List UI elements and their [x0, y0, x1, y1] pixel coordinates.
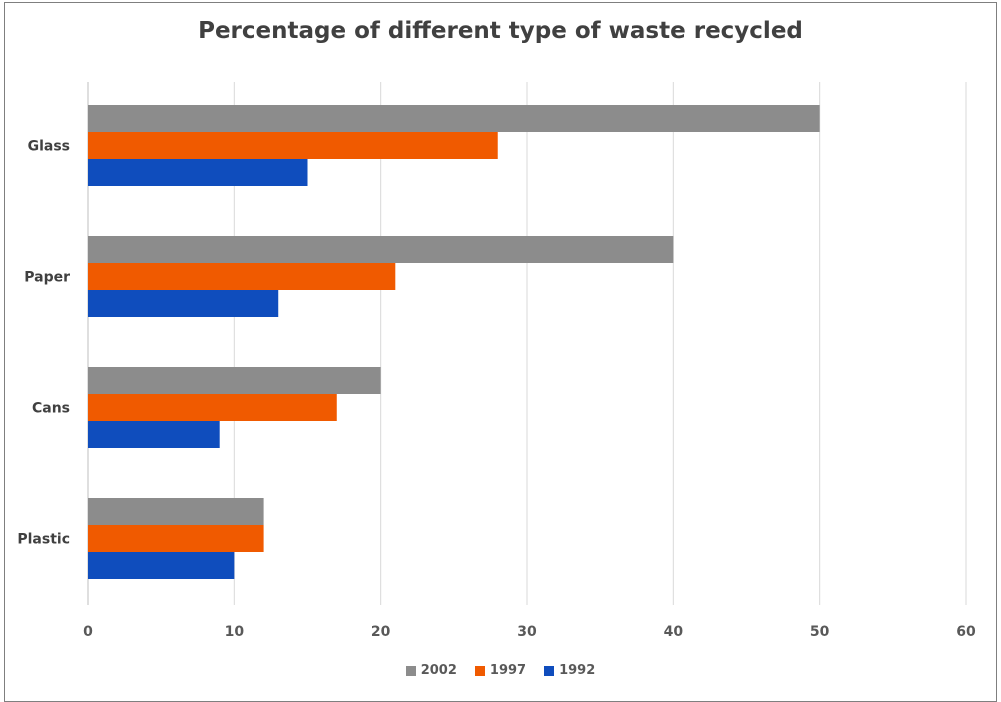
- legend-swatch-2002: [405, 665, 416, 676]
- bar-glass-2002: [88, 105, 820, 132]
- legend-label-2002: 2002: [420, 663, 457, 678]
- legend-item-2002: 2002: [405, 663, 457, 678]
- legend-label-1997: 1997: [489, 663, 527, 678]
- y-category-label-paper: Paper: [24, 270, 70, 286]
- bar-plastic-2002: [88, 498, 264, 525]
- bar-cans-1992: [88, 421, 220, 448]
- legend-item-1997: 1997: [474, 663, 527, 678]
- x-tick-label-60: 60: [956, 624, 976, 640]
- legend-swatch-1992: [544, 665, 555, 676]
- y-category-label-glass: Glass: [28, 139, 70, 155]
- y-axis: Glass Paper Cans Plastic: [17, 139, 70, 548]
- legend-label-1992: 1992: [559, 663, 596, 678]
- bars: [88, 105, 820, 579]
- legend: 2002 1997 1992: [0, 663, 1001, 678]
- x-tick-label-10: 10: [225, 624, 245, 640]
- legend-item-1992: 1992: [544, 663, 595, 678]
- chart-title: Percentage of different type of waste re…: [198, 18, 803, 44]
- bar-glass-1992: [88, 159, 308, 186]
- bar-plastic-1997: [88, 525, 264, 552]
- bar-plastic-1992: [88, 552, 235, 579]
- bar-glass-1997: [88, 132, 498, 159]
- bar-cans-2002: [88, 367, 381, 394]
- x-axis: 0 10 20 30 40 50 60: [83, 624, 976, 640]
- legend-swatch-1997: [474, 665, 485, 676]
- y-category-label-plastic: Plastic: [17, 532, 70, 548]
- bar-paper-1992: [88, 290, 279, 317]
- x-tick-label-40: 40: [664, 624, 684, 640]
- x-tick-label-50: 50: [810, 624, 830, 640]
- bar-paper-2002: [88, 236, 674, 263]
- y-category-label-cans: Cans: [32, 401, 70, 417]
- x-tick-label-30: 30: [517, 624, 537, 640]
- x-tick-label-0: 0: [83, 624, 93, 640]
- bar-paper-1997: [88, 263, 396, 290]
- bar-cans-1997: [88, 394, 337, 421]
- x-tick-label-20: 20: [371, 624, 391, 640]
